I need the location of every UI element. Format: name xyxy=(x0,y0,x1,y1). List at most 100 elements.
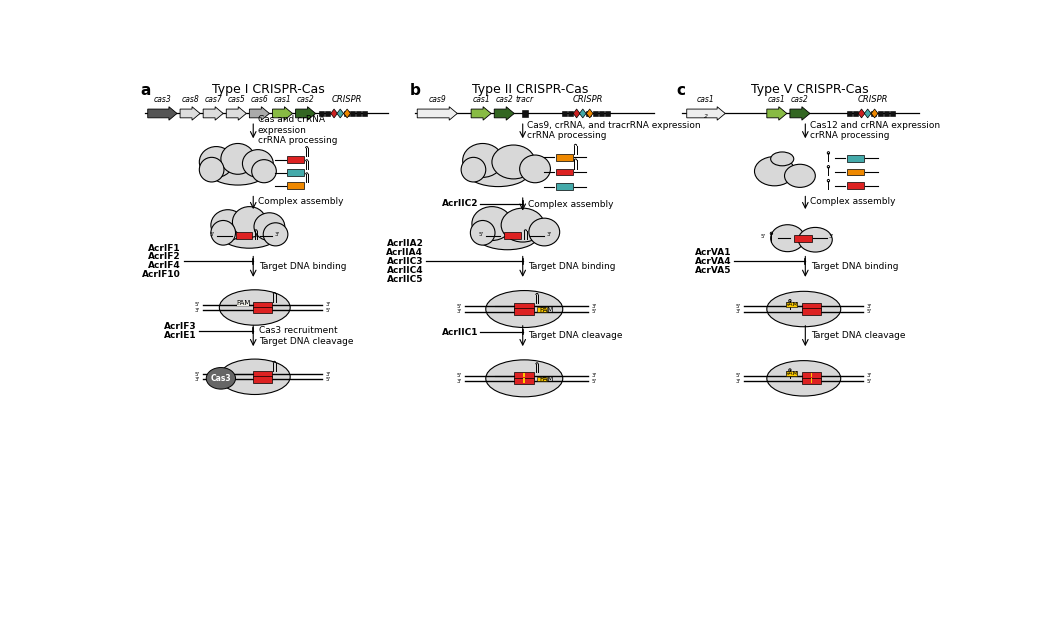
Text: AcrIIC3: AcrIIC3 xyxy=(386,257,423,266)
Ellipse shape xyxy=(222,223,277,248)
Text: 3': 3' xyxy=(866,373,872,378)
Polygon shape xyxy=(580,109,586,118)
FancyBboxPatch shape xyxy=(802,303,821,310)
Text: PAM: PAM xyxy=(236,300,250,306)
Text: Cas9, crRNA, and tracrRNA expression
crRNA processing: Cas9, crRNA, and tracrRNA expression crR… xyxy=(527,121,701,140)
Ellipse shape xyxy=(211,220,235,245)
Text: 3': 3' xyxy=(457,309,462,314)
Text: AcrIF4: AcrIF4 xyxy=(148,261,181,270)
FancyBboxPatch shape xyxy=(786,372,797,377)
Ellipse shape xyxy=(211,209,245,240)
Polygon shape xyxy=(573,109,580,118)
Bar xyxy=(884,111,888,116)
Ellipse shape xyxy=(771,152,794,166)
Polygon shape xyxy=(181,107,201,120)
Bar xyxy=(350,111,355,116)
Text: AcrIIA2: AcrIIA2 xyxy=(386,239,423,248)
FancyBboxPatch shape xyxy=(514,303,534,310)
Bar xyxy=(524,372,525,377)
Bar xyxy=(568,111,573,116)
Text: c: c xyxy=(677,83,686,98)
Text: 5': 5' xyxy=(591,309,596,314)
Polygon shape xyxy=(337,109,343,118)
Polygon shape xyxy=(250,107,270,120)
Ellipse shape xyxy=(784,164,816,187)
Text: cas5: cas5 xyxy=(228,95,245,104)
FancyBboxPatch shape xyxy=(253,371,272,377)
Ellipse shape xyxy=(252,160,276,183)
Ellipse shape xyxy=(219,290,290,325)
Polygon shape xyxy=(148,107,177,120)
Ellipse shape xyxy=(206,367,235,389)
Ellipse shape xyxy=(471,206,512,240)
FancyBboxPatch shape xyxy=(514,309,534,315)
Ellipse shape xyxy=(755,156,795,186)
Bar xyxy=(592,111,597,116)
Text: AcrVA1: AcrVA1 xyxy=(695,248,732,257)
Text: AcrVA4: AcrVA4 xyxy=(695,257,732,266)
Polygon shape xyxy=(495,107,514,120)
Text: Cas and crRNA
expression
crRNA processing: Cas and crRNA expression crRNA processin… xyxy=(258,115,337,145)
Text: Cas3 recruitment
Target DNA cleavage: Cas3 recruitment Target DNA cleavage xyxy=(258,326,353,346)
Ellipse shape xyxy=(200,157,224,182)
Text: AcrIF3: AcrIF3 xyxy=(164,322,196,331)
Polygon shape xyxy=(471,107,491,120)
Ellipse shape xyxy=(771,225,804,252)
Text: 3': 3' xyxy=(591,373,596,378)
FancyBboxPatch shape xyxy=(802,372,821,379)
Text: cas2: cas2 xyxy=(791,95,808,104)
Text: cas1: cas1 xyxy=(274,95,291,104)
Polygon shape xyxy=(417,107,458,120)
FancyBboxPatch shape xyxy=(514,378,534,384)
Ellipse shape xyxy=(254,213,285,240)
Ellipse shape xyxy=(470,220,495,245)
Ellipse shape xyxy=(529,218,560,246)
FancyBboxPatch shape xyxy=(794,235,813,242)
FancyBboxPatch shape xyxy=(537,307,547,312)
Text: tracr: tracr xyxy=(516,95,534,104)
Text: CRISPR: CRISPR xyxy=(573,95,604,104)
Bar xyxy=(846,111,852,116)
FancyBboxPatch shape xyxy=(555,168,572,175)
FancyBboxPatch shape xyxy=(847,182,864,189)
Bar xyxy=(562,111,567,116)
Text: AcrIF1: AcrIF1 xyxy=(148,244,181,252)
Bar xyxy=(811,378,813,382)
FancyBboxPatch shape xyxy=(287,156,304,163)
FancyBboxPatch shape xyxy=(253,307,272,314)
Text: Cas3: Cas3 xyxy=(211,374,231,383)
Polygon shape xyxy=(343,109,351,118)
Ellipse shape xyxy=(798,227,833,252)
Text: Complex assembly: Complex assembly xyxy=(810,197,896,206)
Bar xyxy=(811,372,813,377)
FancyBboxPatch shape xyxy=(847,168,864,175)
FancyBboxPatch shape xyxy=(504,232,521,239)
Text: 5': 5' xyxy=(866,309,872,314)
Polygon shape xyxy=(864,109,872,118)
Text: Target DNA binding: Target DNA binding xyxy=(528,262,615,271)
Text: 5': 5' xyxy=(736,373,741,378)
FancyBboxPatch shape xyxy=(287,169,304,176)
Ellipse shape xyxy=(501,208,544,242)
Text: 5': 5' xyxy=(736,304,741,309)
Text: 5': 5' xyxy=(326,377,330,382)
Text: 5': 5' xyxy=(760,234,765,239)
Text: PAM: PAM xyxy=(785,302,798,307)
FancyBboxPatch shape xyxy=(537,377,547,381)
Text: AcrIF10: AcrIF10 xyxy=(142,270,181,279)
Text: Complex assembly: Complex assembly xyxy=(258,197,343,206)
FancyBboxPatch shape xyxy=(237,300,250,306)
Bar xyxy=(356,111,361,116)
Bar xyxy=(587,111,591,116)
FancyBboxPatch shape xyxy=(847,155,864,162)
Text: AcrVA5: AcrVA5 xyxy=(695,266,732,274)
Text: 3': 3' xyxy=(326,372,330,377)
Text: Cas12 and crRNA expression
crRNA processing: Cas12 and crRNA expression crRNA process… xyxy=(810,121,940,140)
FancyBboxPatch shape xyxy=(786,302,797,307)
Text: 3': 3' xyxy=(591,304,596,309)
Text: 3': 3' xyxy=(457,379,462,384)
Bar xyxy=(319,111,324,116)
FancyBboxPatch shape xyxy=(235,232,252,239)
Ellipse shape xyxy=(220,143,255,174)
FancyBboxPatch shape xyxy=(287,182,304,189)
